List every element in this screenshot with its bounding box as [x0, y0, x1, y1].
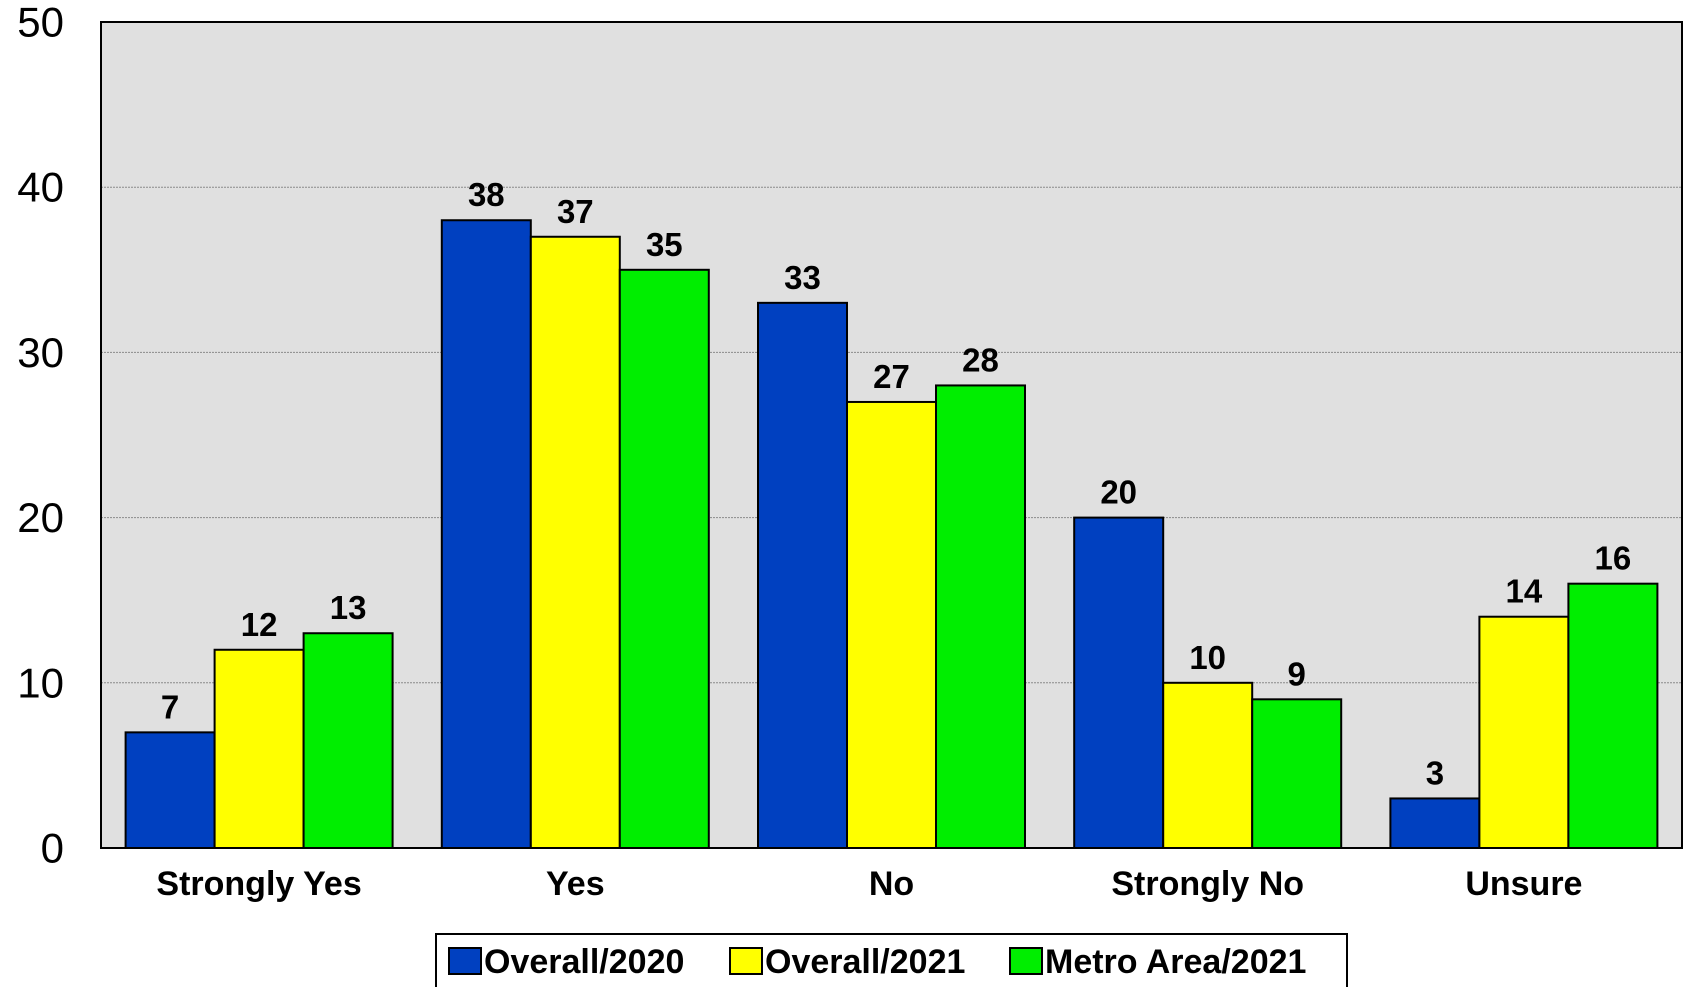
y-tick-label: 10: [17, 659, 64, 706]
data-label: 37: [557, 193, 594, 230]
data-label: 20: [1100, 474, 1137, 511]
bar: [1162, 681, 1254, 849]
x-tick-label: Yes: [546, 865, 605, 903]
legend-label: Overall/2020: [484, 943, 684, 981]
bar: [302, 632, 394, 849]
y-tick-label: 30: [17, 329, 64, 376]
legend-swatch: [729, 947, 763, 975]
bar: [1073, 516, 1165, 849]
y-tick-label: 0: [41, 825, 64, 872]
bar: [618, 268, 710, 849]
legend-swatch: [1009, 947, 1043, 975]
x-tick-label: Strongly No: [1111, 865, 1304, 903]
y-tick-label: 20: [17, 494, 64, 541]
data-label: 35: [646, 226, 683, 263]
legend-swatch: [448, 947, 482, 975]
data-label: 9: [1288, 655, 1306, 692]
legend: Overall/2020 Overall/2021 Metro Area/2021: [435, 933, 1348, 987]
data-label: 10: [1189, 639, 1226, 676]
legend-box: [435, 933, 1348, 987]
bar: [757, 301, 848, 849]
bar: [1251, 698, 1343, 849]
x-tick-label: Strongly Yes: [156, 865, 361, 903]
legend-label: Overall/2021: [765, 943, 965, 981]
data-label: 3: [1426, 754, 1444, 791]
x-axis: Strongly Yes Yes No Strongly No Unsure: [156, 865, 1582, 903]
data-label: 38: [468, 176, 505, 213]
data-label: 28: [962, 341, 999, 378]
data-label: 16: [1595, 540, 1632, 577]
bar: [1567, 582, 1659, 849]
bar: [124, 731, 216, 849]
bar: [935, 384, 1026, 849]
x-tick-label: No: [869, 865, 914, 903]
bar: [440, 219, 532, 850]
data-labels: 7 12 13 38 37 35 33 27 28 20 10 9 3 14 16: [161, 176, 1631, 791]
bar: [846, 400, 937, 849]
bar: [529, 235, 621, 849]
bar: [1478, 615, 1570, 849]
y-axis: 0 10 20 30 40 50: [17, 0, 64, 872]
bar: [213, 648, 305, 850]
data-label: 27: [873, 358, 910, 395]
legend-label: Metro Area/2021: [1045, 943, 1306, 981]
y-tick-label: 40: [17, 164, 64, 211]
plot-frame: [100, 21, 1683, 849]
data-label: 12: [241, 606, 278, 643]
y-tick-label: 50: [17, 0, 64, 46]
x-tick-label: Unsure: [1465, 865, 1582, 903]
data-label: 13: [330, 589, 367, 626]
data-label: 33: [784, 259, 821, 296]
data-label: 7: [161, 688, 179, 725]
data-label: 14: [1506, 573, 1543, 610]
bar: [1389, 797, 1481, 850]
